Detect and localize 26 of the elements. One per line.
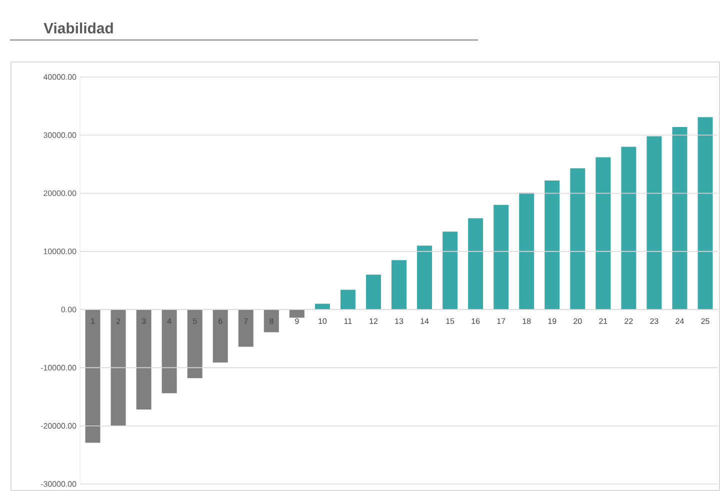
bar [544,180,560,310]
chart-title: Viabilidad [44,22,113,34]
bar [646,136,662,310]
bar [442,232,458,310]
bar [392,260,407,310]
bar [494,204,509,310]
bar [468,218,484,310]
bar [570,168,586,310]
bar [519,192,534,310]
bar [187,310,202,378]
bar [136,310,152,410]
bar [212,310,228,362]
bar [314,304,330,310]
bar [264,310,279,332]
bar [672,126,688,310]
bar [698,117,713,310]
bar [621,146,636,310]
bar [289,310,304,318]
bar [596,157,611,310]
bar [366,274,381,310]
bar [417,246,432,310]
bar [110,310,126,426]
bar [85,310,100,443]
bar [238,310,254,347]
bar [340,290,356,310]
bar [162,310,177,394]
